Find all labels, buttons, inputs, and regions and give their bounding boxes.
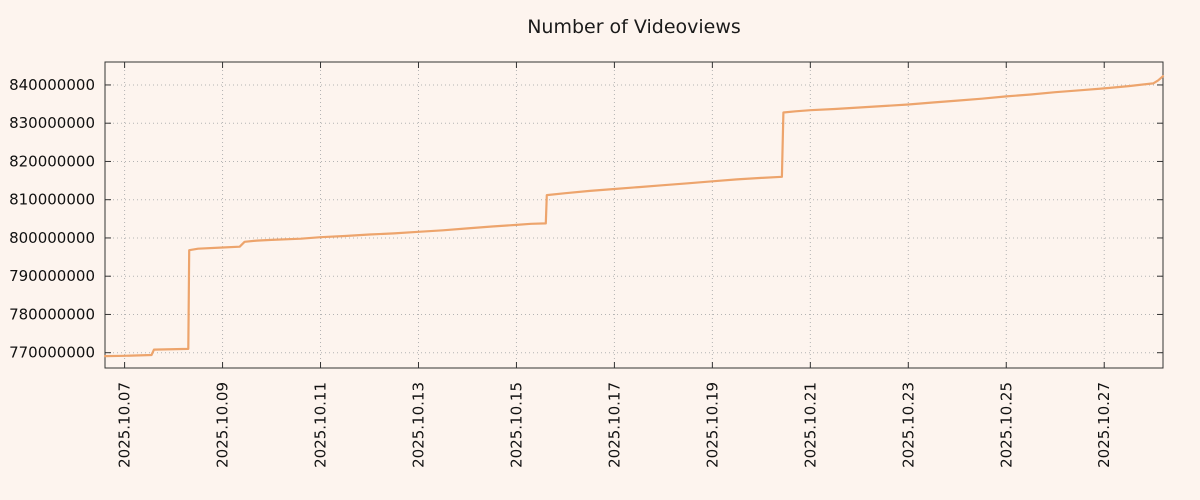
x-tick-label: 2025.10.07	[116, 382, 134, 468]
y-tick-label: 820000000	[9, 152, 95, 170]
x-tick-label: 2025.10.23	[899, 382, 917, 468]
x-tick-label: 2025.10.13	[409, 382, 427, 468]
y-tick-label: 810000000	[9, 191, 95, 209]
y-tick-label: 800000000	[9, 229, 95, 247]
videoviews-line	[103, 75, 1165, 358]
y-tick-label: 840000000	[9, 76, 95, 94]
y-tick-label: 830000000	[9, 114, 95, 132]
chart-title: Number of Videoviews	[527, 16, 741, 38]
x-tick-label: 2025.10.15	[507, 382, 525, 468]
x-tick-label: 2025.10.11	[312, 382, 330, 468]
x-tick-label: 2025.10.09	[214, 382, 232, 468]
x-tick-label: 2025.10.27	[1095, 382, 1113, 468]
y-tick-label: 790000000	[9, 267, 95, 285]
plot-border	[104, 61, 1164, 369]
x-tick-label: 2025.10.25	[997, 382, 1015, 468]
y-tick-label: 780000000	[9, 305, 95, 323]
y-tick-label: 770000000	[9, 344, 95, 362]
x-tick-label: 2025.10.19	[703, 382, 721, 468]
x-tick-label: 2025.10.17	[605, 382, 623, 468]
x-tick-label: 2025.10.21	[801, 382, 819, 468]
